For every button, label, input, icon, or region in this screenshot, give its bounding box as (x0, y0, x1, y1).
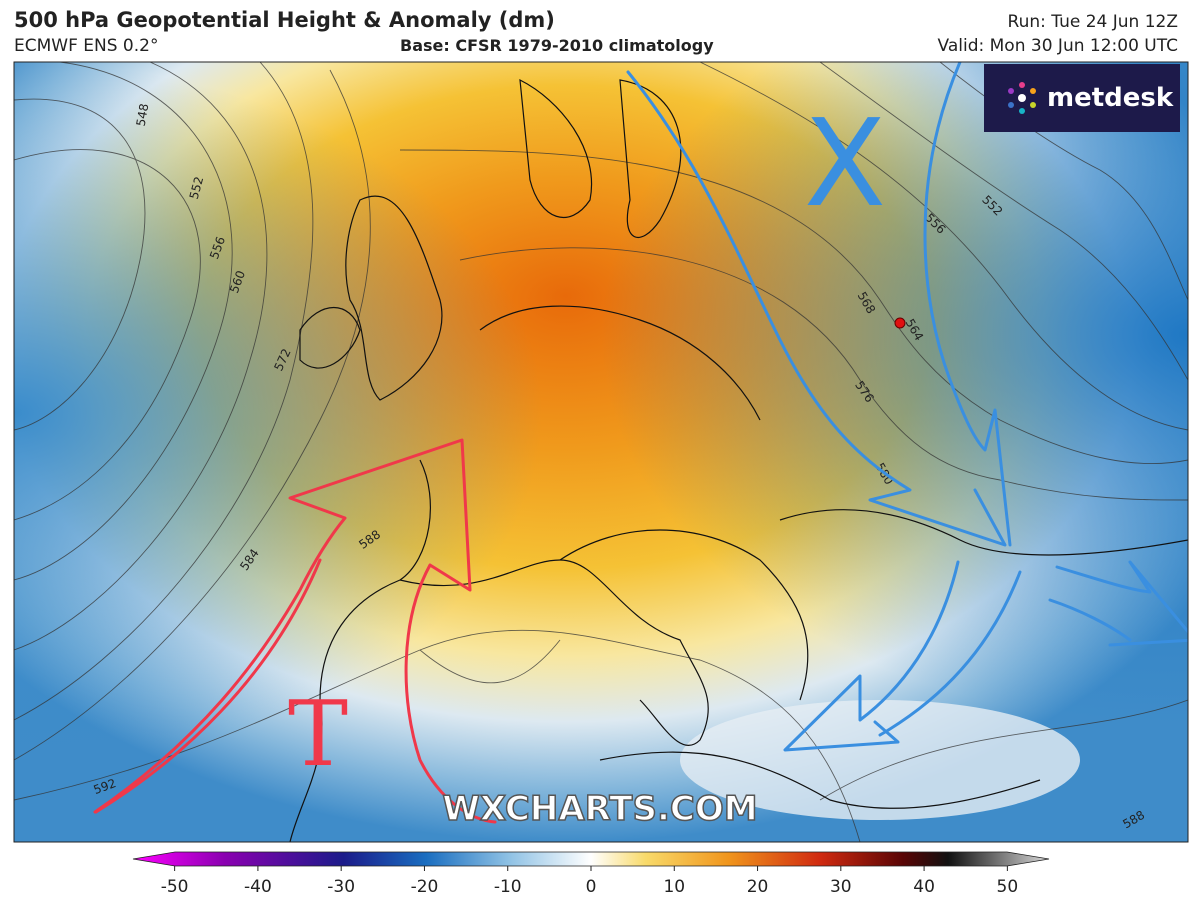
colorbar-tick-label: -40 (244, 877, 272, 897)
map-frame (13, 61, 1189, 843)
map: 548 552 556 560 572 584 588 592 568 564 … (14, 62, 1188, 842)
colorbar-tick-label: 40 (913, 877, 935, 897)
colorbar-tick-label: -50 (161, 877, 189, 897)
colorbar-tick-label: 20 (747, 877, 769, 897)
logo-text: metdesk (1047, 83, 1174, 113)
colorbar: -50 -40 -30 -20 -10 0 10 20 30 40 50 (132, 851, 1050, 897)
contour-label: 548 (134, 102, 152, 127)
colorbar-tick-label: 10 (663, 877, 685, 897)
colorbar-tick-label: -10 (494, 877, 522, 897)
valid: Valid: Mon 30 Jun 12:00 UTC (937, 36, 1178, 56)
colorbar-strip (132, 851, 1050, 867)
run: Run: Tue 24 Jun 12Z (1007, 12, 1178, 32)
colorbar-tick-label: -20 (411, 877, 439, 897)
contour-label: 552 (187, 175, 206, 201)
colorbar-tick-label: -30 (327, 877, 355, 897)
colorbar-tick-label: 30 (830, 877, 852, 897)
model: ECMWF ENS 0.2° (14, 36, 159, 56)
annotation-T: T (288, 682, 348, 787)
location-dot (894, 317, 906, 329)
logo-icon (1008, 82, 1036, 114)
base: Base: CFSR 1979-2010 climatology (400, 36, 714, 55)
title: 500 hPa Geopotential Height & Anomaly (d… (14, 8, 555, 32)
logo-box (984, 64, 1180, 132)
cold-advection-arrows (626, 62, 1188, 752)
colorbar-tick-label: 0 (586, 877, 597, 897)
warm-advection-arrows (93, 438, 497, 824)
watermark: WXCHARTS.COM (442, 789, 757, 829)
colorbar-tick-label: 50 (997, 877, 1019, 897)
annotation-X: X (804, 95, 886, 234)
